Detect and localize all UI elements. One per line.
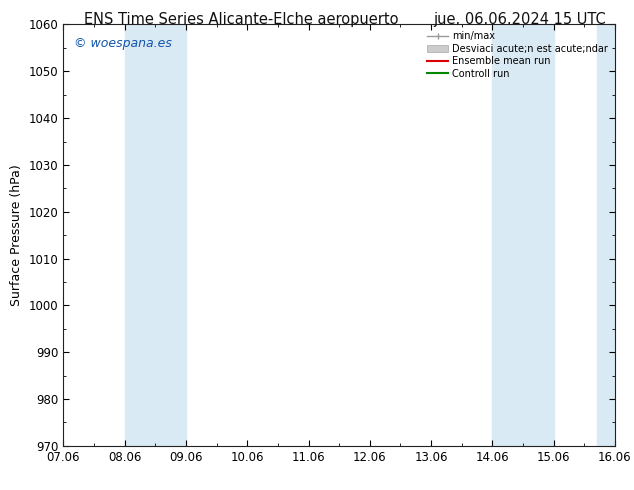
Text: © woespana.es: © woespana.es (74, 37, 172, 50)
Bar (493, 24, 553, 446)
Text: jue. 06.06.2024 15 UTC: jue. 06.06.2024 15 UTC (434, 12, 606, 27)
Y-axis label: Surface Pressure (hPa): Surface Pressure (hPa) (10, 164, 23, 306)
Bar (125, 24, 186, 446)
Text: ENS Time Series Alicante-Elche aeropuerto: ENS Time Series Alicante-Elche aeropuert… (84, 12, 398, 27)
Legend: min/max, Desviaci acute;n est acute;ndar, Ensemble mean run, Controll run: min/max, Desviaci acute;n est acute;ndar… (425, 29, 610, 80)
Bar (597, 24, 633, 446)
